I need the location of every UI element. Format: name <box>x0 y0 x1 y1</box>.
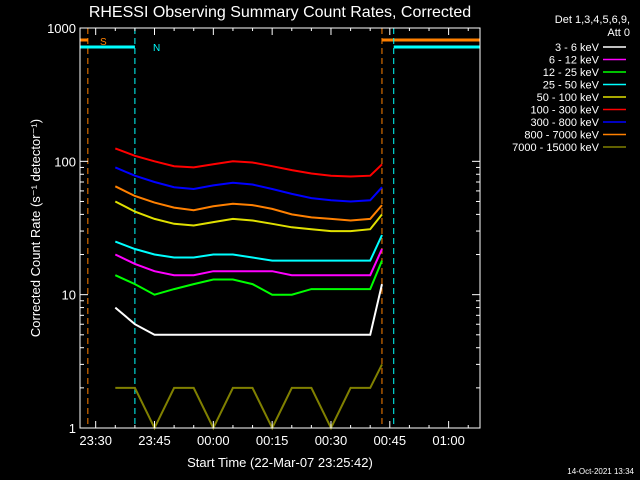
series-line <box>114 260 383 296</box>
y-tick-label: 10 <box>62 288 76 303</box>
legend-label: 50 - 100 keV <box>537 92 600 104</box>
x-tick-label: 00:45 <box>374 433 407 448</box>
axis-ticks: 23:30 23:45 00:00 00:15 00:30 00:45 01:00 1 10 10… <box>47 21 480 448</box>
x-tick-label: 00:00 <box>197 433 230 448</box>
legend-label: 100 - 300 keV <box>531 105 600 117</box>
series-line <box>114 185 383 222</box>
chart-title: RHESSI Observing Summary Count Rates, Co… <box>89 4 471 21</box>
attenuator-state: Att 0 <box>607 27 630 39</box>
legend-label: 300 - 800 keV <box>531 117 600 129</box>
series-line <box>114 147 383 178</box>
legend-label: 7000 - 15000 keV <box>512 142 600 154</box>
series-line <box>114 166 383 203</box>
saa-marker-label: S <box>100 37 107 48</box>
series-line <box>114 248 383 277</box>
y-tick-label: 1000 <box>47 21 76 36</box>
x-tick-label: 00:30 <box>315 433 348 448</box>
series-line <box>114 200 383 233</box>
x-tick-label: 00:15 <box>256 433 289 448</box>
series-line <box>114 283 383 336</box>
legend-label: 3 - 6 keV <box>555 42 600 54</box>
legend-label: 25 - 50 keV <box>543 80 600 92</box>
x-tick-label: 01:00 <box>432 433 465 448</box>
series-line <box>115 363 383 431</box>
legend-label: 800 - 7000 keV <box>524 130 599 142</box>
y-tick-label: 100 <box>54 154 76 169</box>
y-tick-label: 1 <box>69 421 76 436</box>
legend-label: 12 - 25 keV <box>543 67 600 79</box>
time-markers <box>80 28 480 428</box>
plot-frame <box>79 27 481 429</box>
series-line <box>114 234 383 262</box>
y-axis-label: Corrected Count Rate (s⁻¹ detector⁻¹) <box>28 119 43 337</box>
x-axis-label: Start Time (22-Mar-07 23:25:42) <box>187 455 373 470</box>
legend-label: 6 - 12 keV <box>549 55 600 67</box>
night-marker-label: N <box>153 43 160 54</box>
detector-list: Det 1,3,4,5,6,9, <box>555 14 630 26</box>
series-layer <box>114 147 383 431</box>
x-tick-label: 23:30 <box>79 433 112 448</box>
x-tick-label: 23:45 <box>138 433 171 448</box>
generated-timestamp: 14-Oct-2021 13:34 <box>567 467 634 476</box>
